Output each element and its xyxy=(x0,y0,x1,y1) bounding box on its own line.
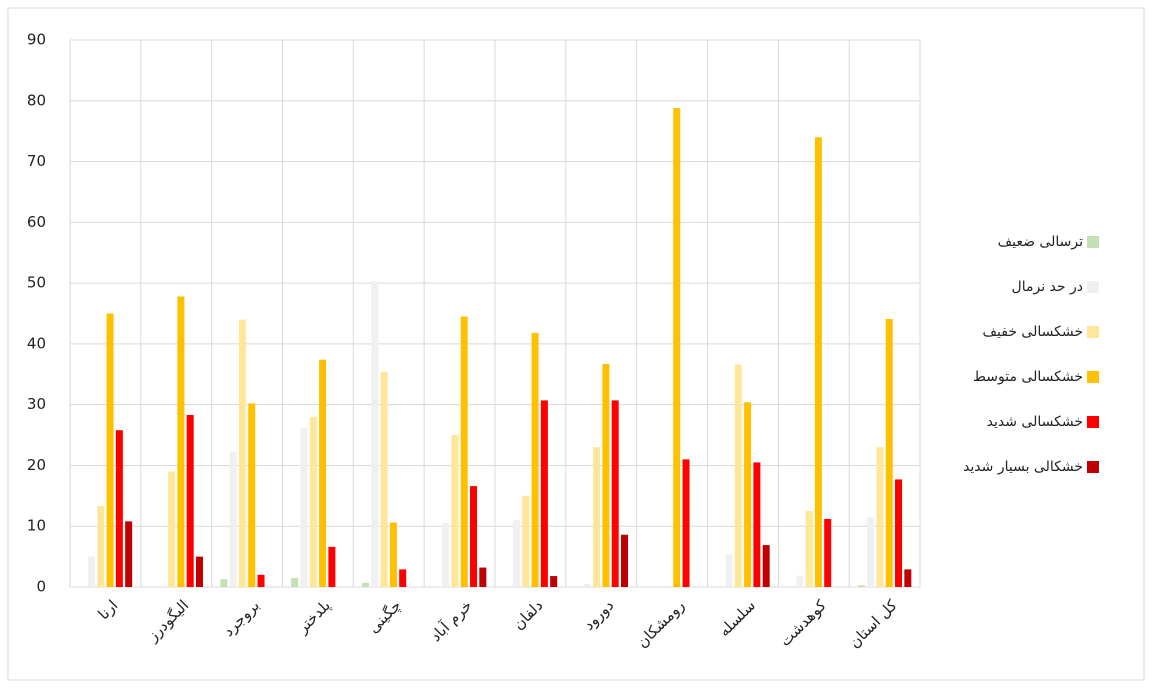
bar xyxy=(682,459,690,587)
bar xyxy=(389,522,397,587)
bar xyxy=(291,577,299,587)
bar xyxy=(512,520,520,587)
bar xyxy=(904,569,912,587)
bar xyxy=(796,575,804,587)
bar xyxy=(725,554,733,587)
bar xyxy=(611,400,619,587)
bar xyxy=(442,523,450,587)
bar xyxy=(220,579,228,587)
bar xyxy=(196,556,203,587)
legend-swatch xyxy=(1087,236,1099,248)
legend-swatch xyxy=(1087,371,1099,383)
bar xyxy=(885,318,893,587)
bar xyxy=(805,511,813,587)
bar xyxy=(621,534,628,587)
bar xyxy=(540,400,548,587)
bar xyxy=(753,462,761,587)
bar xyxy=(177,296,185,587)
bar xyxy=(328,546,336,587)
legend: ترسالی ضعیف در حد نرمال خشکسالی خفیف خشکسال… xyxy=(963,234,1099,475)
bars xyxy=(87,108,912,588)
bar xyxy=(319,359,327,587)
bar xyxy=(593,447,601,587)
grid xyxy=(69,39,921,588)
bar xyxy=(867,517,875,587)
legend-label: خشکسالی خفیف xyxy=(983,324,1083,340)
bar xyxy=(380,371,388,587)
bar xyxy=(125,521,133,587)
bar xyxy=(479,567,487,587)
bar xyxy=(186,414,194,587)
y-tick-label: 80 xyxy=(27,91,46,109)
y-tick-label: 0 xyxy=(36,578,46,596)
y-tick-label: 70 xyxy=(27,152,46,170)
bar xyxy=(673,108,681,588)
bar xyxy=(531,332,539,587)
legend-label: خشکسالی متوسط xyxy=(973,369,1083,385)
bar xyxy=(248,403,256,587)
bar xyxy=(371,281,379,587)
bar xyxy=(115,430,123,587)
y-tick-label: 90 xyxy=(27,31,46,49)
legend-label: ترسالی ضعیف xyxy=(998,234,1083,250)
bar xyxy=(602,363,610,587)
legend-label: در حد نرمال xyxy=(1012,279,1083,295)
bar xyxy=(451,435,459,587)
bar xyxy=(550,576,558,587)
legend-swatch xyxy=(1087,416,1099,428)
y-tick-label: 10 xyxy=(27,517,46,535)
bar xyxy=(522,495,530,587)
y-tick-label: 50 xyxy=(27,274,46,292)
bar xyxy=(876,447,884,587)
legend-swatch xyxy=(1087,281,1099,293)
bar xyxy=(399,569,407,587)
bar xyxy=(309,416,317,587)
bar xyxy=(814,137,822,587)
bar xyxy=(257,574,265,587)
bar xyxy=(97,506,105,587)
bar xyxy=(300,427,308,587)
bar xyxy=(470,486,478,587)
bar xyxy=(87,556,95,587)
bar xyxy=(460,316,468,587)
bar xyxy=(824,518,832,587)
y-tick-label: 20 xyxy=(27,456,46,474)
legend-label: خشکالی بسیار شدید xyxy=(963,459,1083,475)
legend-swatch xyxy=(1087,461,1099,473)
bar xyxy=(583,583,591,587)
bar xyxy=(734,364,742,587)
y-tick-label: 30 xyxy=(27,395,46,413)
y-tick-label: 40 xyxy=(27,334,46,352)
legend-swatch xyxy=(1087,326,1099,338)
bar xyxy=(168,471,176,587)
bar xyxy=(762,545,770,587)
bar xyxy=(744,402,752,587)
bar xyxy=(238,319,246,587)
bar xyxy=(857,585,865,587)
y-tick-label: 60 xyxy=(27,213,46,231)
legend-label: خشکسالی شدید xyxy=(987,414,1083,430)
bar xyxy=(362,582,369,587)
bar xyxy=(106,313,114,587)
bar xyxy=(229,451,237,587)
bar xyxy=(895,479,903,587)
